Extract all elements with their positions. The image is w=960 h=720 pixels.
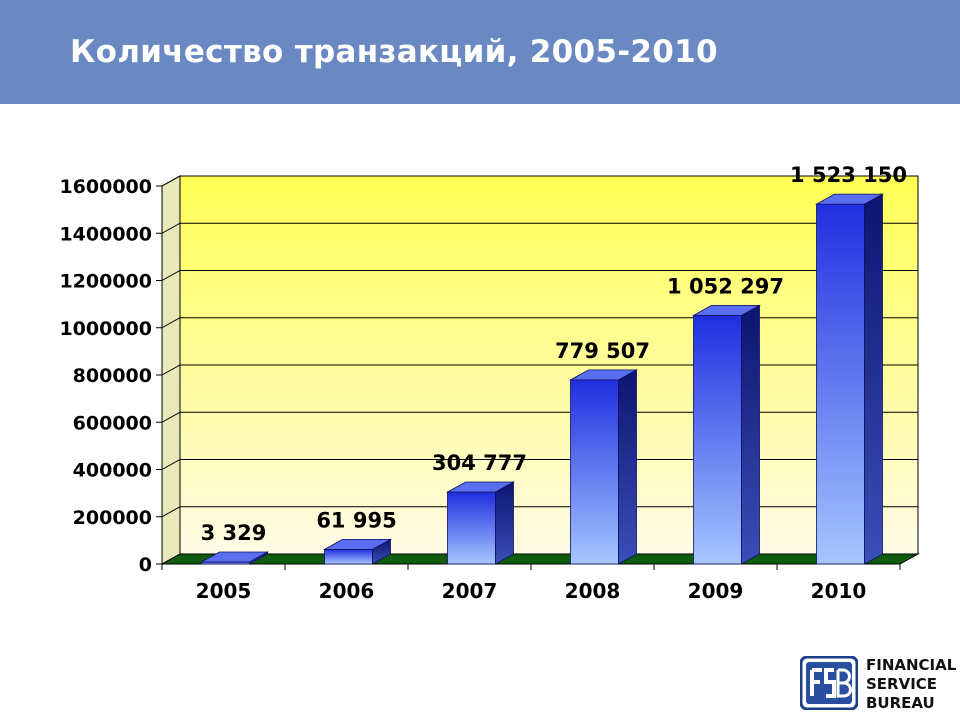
gridline	[161, 317, 918, 329]
y-tick-label: 600000	[73, 412, 152, 434]
gridline	[161, 175, 918, 187]
bar-front	[816, 203, 865, 565]
gridline	[161, 364, 918, 376]
logo-line-service: SERVICE	[866, 675, 938, 693]
data-label: 1 523 150	[790, 163, 907, 187]
bar-top	[691, 304, 762, 316]
title-bar: Количество транзакций, 2005-2010	[0, 0, 960, 104]
financial-service-bureau-logo: FINANCIAL SERVICE BUREAU	[800, 654, 956, 714]
bar-front	[570, 379, 619, 565]
gridline	[161, 411, 918, 423]
y-tick-label: 1600000	[59, 176, 152, 198]
bar-side	[495, 481, 514, 565]
data-label: 3 329	[201, 521, 267, 545]
bar-top	[814, 193, 885, 205]
bar-front	[324, 548, 373, 565]
y-tick-label: 400000	[73, 460, 152, 482]
bar-front	[447, 491, 496, 565]
gridline	[161, 459, 918, 470]
data-label: 61 995	[316, 508, 396, 532]
y-tick-label: 1000000	[59, 318, 152, 340]
fsb-logo-icon	[800, 656, 858, 710]
y-tick-label: 200000	[73, 507, 152, 529]
y-tick-label: 1400000	[59, 223, 152, 245]
bar-top	[568, 369, 639, 381]
y-tick-label: 1200000	[59, 271, 152, 293]
x-tick-label: 2010	[811, 579, 867, 603]
chart-floor	[160, 553, 920, 565]
y-tick-label: 800000	[73, 365, 152, 387]
x-tick-label: 2008	[565, 579, 621, 603]
bar-front	[693, 314, 742, 565]
bar-top	[445, 481, 516, 493]
x-tick-label: 2009	[688, 579, 744, 603]
data-label: 304 777	[432, 451, 527, 475]
x-tick-label: 2005	[196, 579, 252, 603]
gridline	[161, 270, 918, 281]
y-tick-label: 0	[139, 554, 152, 576]
logo-line-financial: FINANCIAL	[866, 656, 957, 674]
bar-top	[199, 551, 270, 563]
logo-line-bureau: BUREAU	[866, 694, 935, 712]
slide-title: Количество транзакций, 2005-2010	[70, 34, 718, 70]
x-tick-label: 2006	[319, 579, 375, 603]
x-tick-label: 2007	[442, 579, 498, 603]
data-label: 779 507	[555, 339, 650, 363]
bar-top	[322, 538, 393, 550]
logo-text: FINANCIAL SERVICE BUREAU	[866, 656, 956, 713]
bar-side	[741, 304, 760, 565]
bar-side	[618, 369, 637, 565]
bar-side	[864, 193, 883, 565]
gridline	[161, 506, 918, 518]
data-label: 1 052 297	[667, 274, 784, 298]
gridline	[161, 222, 918, 234]
